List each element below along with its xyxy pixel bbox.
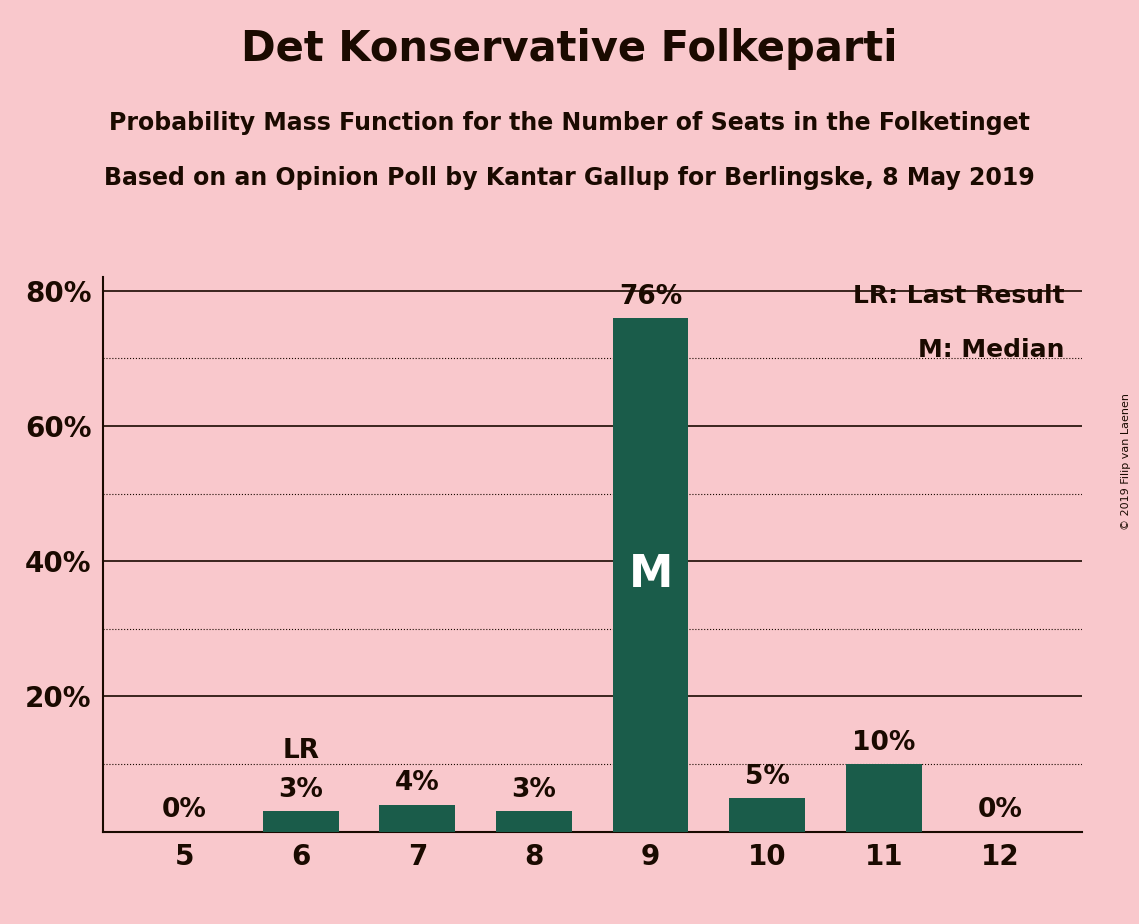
Text: 3%: 3% <box>511 777 557 803</box>
Bar <box>613 318 688 832</box>
Bar <box>263 811 338 832</box>
Bar <box>729 797 805 832</box>
Text: M: M <box>629 553 673 596</box>
Text: M: Median: M: Median <box>918 338 1065 362</box>
Text: LR: LR <box>282 738 319 764</box>
Text: LR: Last Result: LR: Last Result <box>853 284 1065 308</box>
Text: Probability Mass Function for the Number of Seats in the Folketinget: Probability Mass Function for the Number… <box>109 111 1030 135</box>
Text: 3%: 3% <box>278 777 323 803</box>
Bar <box>497 811 572 832</box>
Text: 0%: 0% <box>978 797 1023 823</box>
Bar <box>846 764 921 832</box>
Text: 0%: 0% <box>162 797 206 823</box>
Text: 76%: 76% <box>618 284 682 310</box>
Text: 5%: 5% <box>745 763 789 790</box>
Bar <box>379 805 456 832</box>
Text: Det Konservative Folkeparti: Det Konservative Folkeparti <box>241 28 898 69</box>
Text: Based on an Opinion Poll by Kantar Gallup for Berlingske, 8 May 2019: Based on an Opinion Poll by Kantar Gallu… <box>104 166 1035 190</box>
Text: 4%: 4% <box>395 771 440 796</box>
Text: © 2019 Filip van Laenen: © 2019 Filip van Laenen <box>1121 394 1131 530</box>
Text: 10%: 10% <box>852 730 916 756</box>
